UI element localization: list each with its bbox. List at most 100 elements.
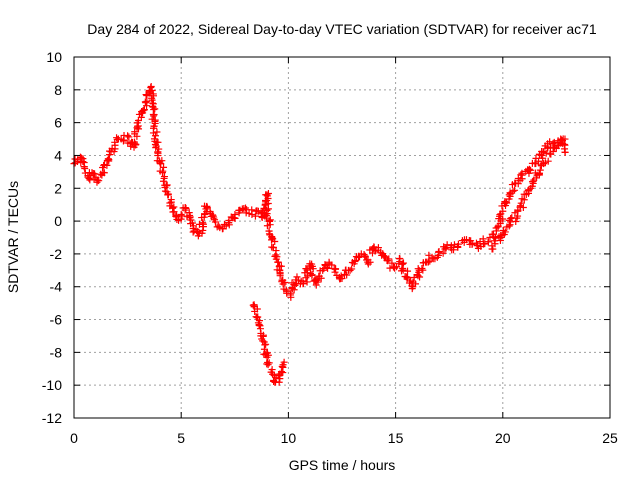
- data-point: [499, 207, 507, 215]
- data-point-trail: [450, 246, 458, 254]
- data-point-trail: [536, 166, 544, 174]
- data-point-trail: [272, 247, 280, 255]
- data-point-trail: [364, 256, 372, 264]
- data-point-trail: [262, 200, 270, 208]
- data-point-trail: [225, 217, 233, 225]
- data-point-trail: [142, 99, 150, 107]
- data-point-trail: [279, 280, 287, 288]
- data-point-trail: [231, 210, 239, 218]
- data-point: [561, 135, 569, 143]
- data-point-trail: [354, 253, 362, 261]
- data-point-trail: [164, 190, 172, 198]
- grid-lines: [74, 57, 610, 418]
- data-point-trail: [371, 247, 379, 255]
- data-point: [280, 358, 288, 366]
- data-point-trail: [169, 208, 177, 216]
- data-point: [199, 219, 207, 227]
- data-point-trail: [399, 259, 407, 267]
- data-point-trail: [380, 252, 388, 260]
- data-point-trail: [266, 217, 274, 225]
- chart-title: Day 284 of 2022, Sidereal Day-to-day VTE…: [87, 21, 597, 37]
- data-point-trail: [95, 177, 103, 185]
- data-point-trail: [131, 128, 139, 136]
- data-point-trail: [484, 238, 492, 246]
- data-point-trail: [203, 204, 211, 212]
- data-point-trail: [314, 278, 322, 286]
- data-point-trail: [525, 189, 533, 197]
- data-point-trail: [160, 163, 168, 171]
- data-point-trail: [557, 136, 565, 144]
- data-point-trail: [527, 166, 535, 174]
- data-point-trail: [507, 215, 515, 223]
- data-point-trail: [535, 170, 543, 178]
- y-tick-label: 6: [54, 115, 62, 131]
- data-point-trail: [499, 215, 507, 223]
- data-point-trail: [539, 148, 547, 156]
- data-point-trail: [200, 213, 208, 221]
- data-point-trail: [278, 362, 286, 370]
- data-point: [293, 273, 301, 281]
- data-point-trail: [150, 112, 158, 120]
- data-point-trail: [439, 249, 447, 257]
- data-point-trail: [148, 87, 156, 95]
- data-point: [124, 132, 132, 140]
- data-point-trail: [249, 301, 257, 309]
- data-point-trail: [275, 378, 283, 386]
- y-axis-label: SDTVAR / TECUs: [5, 181, 21, 293]
- y-tick-label: -8: [50, 344, 63, 360]
- data-point-trail: [150, 122, 158, 130]
- data-point-trail: [264, 205, 272, 213]
- plot-frame: [73, 56, 611, 419]
- data-point-trail: [384, 257, 392, 265]
- y-tick-label: 10: [46, 49, 62, 65]
- data-point: [259, 337, 267, 345]
- data-point-trail: [303, 278, 311, 286]
- data-point-trail: [264, 351, 272, 359]
- data-point-trail: [199, 220, 207, 228]
- data-point-trail: [161, 181, 169, 189]
- data-point-trail: [230, 214, 238, 222]
- data-point-trail: [251, 307, 259, 315]
- data-point-trail: [328, 261, 336, 269]
- data-point-trail: [495, 233, 503, 241]
- data-point: [351, 256, 359, 264]
- data-point-trail: [423, 258, 431, 266]
- data-point-trail: [178, 212, 186, 220]
- data-point-trail: [324, 264, 332, 272]
- data-point-trail: [454, 240, 462, 248]
- data-point-trail: [539, 154, 547, 162]
- data-point-trail: [419, 266, 427, 274]
- data-point-trail: [125, 133, 133, 141]
- data-point-trail: [86, 176, 94, 184]
- data-point-trail: [259, 331, 267, 339]
- y-tick-label: 2: [54, 180, 62, 196]
- data-point-trail: [317, 274, 325, 282]
- axis-ticks: 0 5 10 15 20 25 -12 -10 -8 -6 -4 -2 0 2 4 6 8 10: [42, 49, 618, 446]
- data-point-trail: [374, 244, 382, 252]
- data-point-trail: [520, 190, 528, 198]
- data-point: [147, 83, 155, 91]
- data-point-trail: [238, 205, 246, 213]
- data-point-trail: [277, 262, 285, 270]
- data-point-trail: [299, 277, 307, 285]
- data-point-trail: [529, 177, 537, 185]
- y-tick-label: 4: [54, 147, 62, 163]
- data-point-trail: [414, 272, 422, 280]
- data-point-trail: [435, 248, 443, 256]
- data-point-trail: [273, 253, 281, 261]
- y-tick-label: 8: [54, 82, 62, 98]
- data-point-trail: [549, 139, 557, 147]
- data-point-trail: [100, 169, 108, 177]
- data-point-trail: [80, 163, 88, 171]
- data-point-trail: [152, 144, 160, 152]
- x-tick-label: 10: [281, 430, 297, 446]
- x-tick-label: 15: [388, 430, 404, 446]
- data-point-trail: [186, 213, 194, 221]
- data-point-trail: [159, 177, 167, 185]
- data-point: [274, 258, 282, 266]
- y-tick-label: -6: [50, 312, 63, 328]
- data-point-trail: [489, 245, 497, 253]
- data-point-trail: [409, 278, 417, 286]
- data-point-trail: [399, 266, 407, 274]
